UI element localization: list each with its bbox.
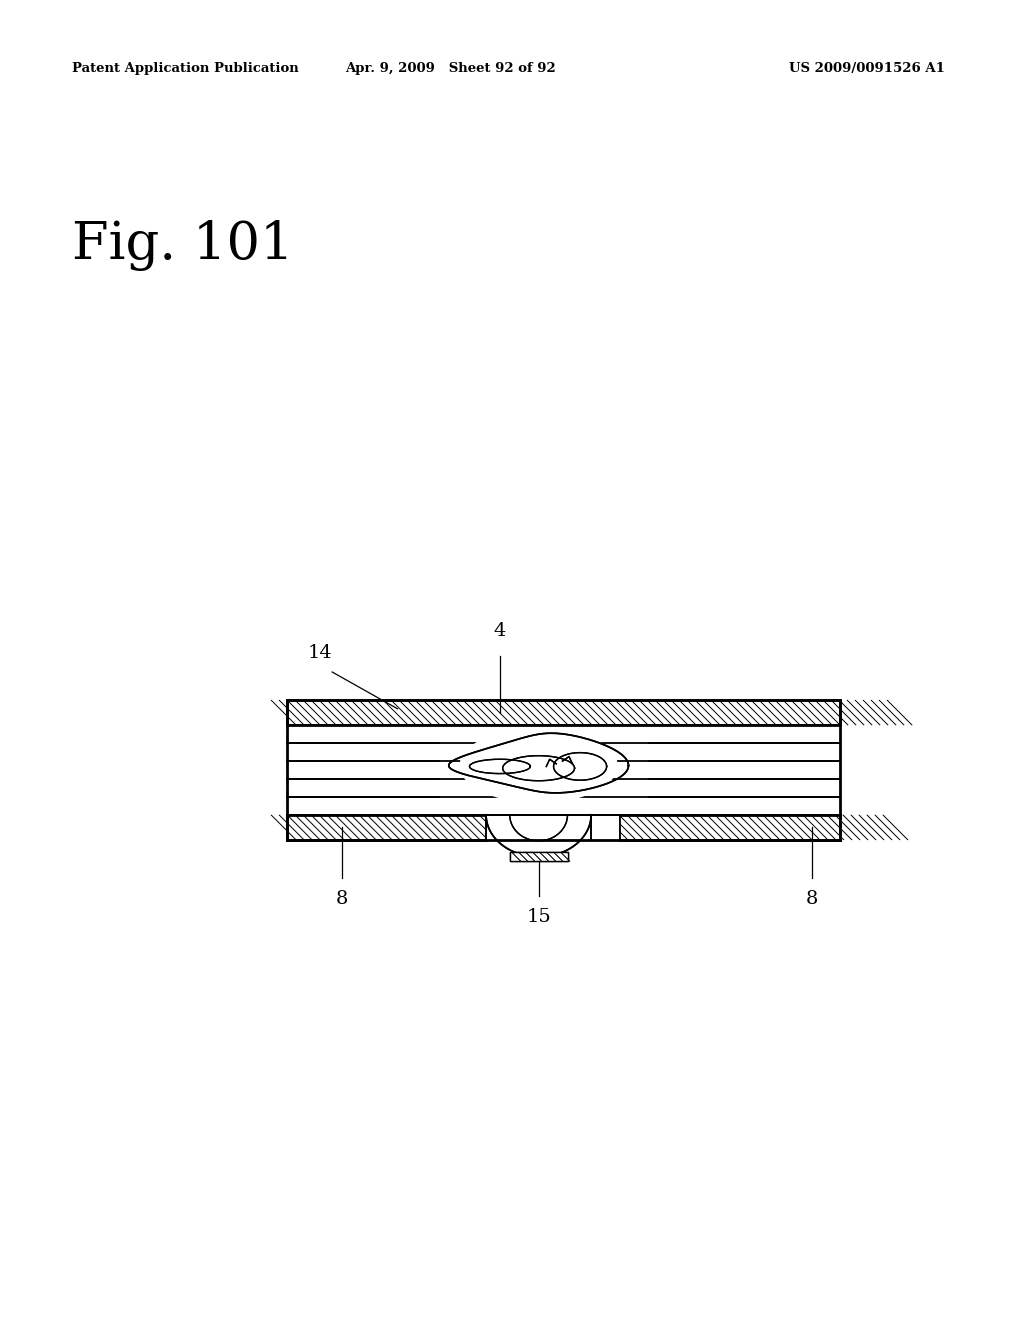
Bar <box>618 814 840 840</box>
Ellipse shape <box>460 727 617 803</box>
Text: 8: 8 <box>336 890 348 908</box>
Text: 8: 8 <box>806 890 818 908</box>
Bar <box>486 814 618 840</box>
Text: Fig. 101: Fig. 101 <box>72 220 294 271</box>
Text: Patent Application Publication: Patent Application Publication <box>72 62 299 75</box>
Text: US 2009/0091526 A1: US 2009/0091526 A1 <box>790 62 945 75</box>
Text: 4: 4 <box>494 622 506 640</box>
Bar <box>287 700 840 725</box>
Text: Apr. 9, 2009   Sheet 92 of 92: Apr. 9, 2009 Sheet 92 of 92 <box>345 62 555 75</box>
Bar <box>287 814 486 840</box>
Bar <box>510 853 567 862</box>
Text: 15: 15 <box>526 908 551 927</box>
Text: 14: 14 <box>308 644 333 663</box>
